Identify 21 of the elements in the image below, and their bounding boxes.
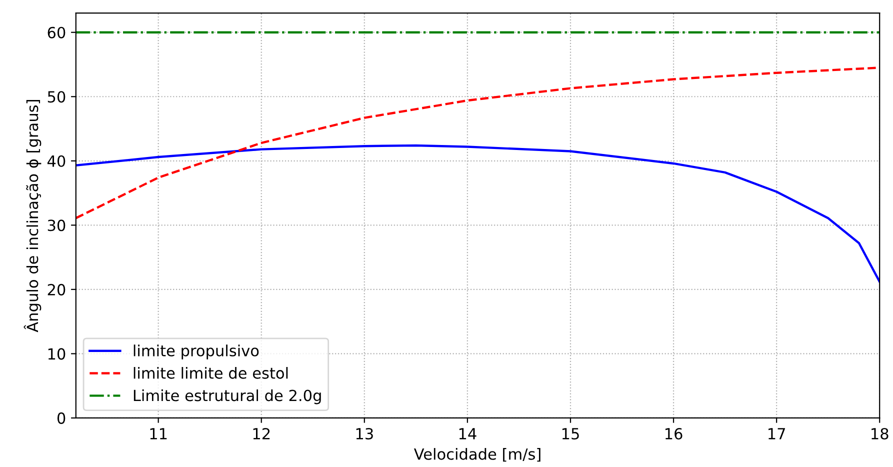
y-tick-label: 50 [48, 91, 66, 103]
x-tick-label: 11 [150, 428, 167, 440]
legend-label: Limite estrutural de 2.0g [134, 389, 321, 404]
x-axis-title: Velocidade [m/s] [414, 448, 540, 462]
y-tick-label: 10 [48, 348, 66, 360]
y-tick-label: 30 [48, 220, 66, 232]
x-tick-label: 14 [459, 428, 476, 440]
x-tick-label: 17 [768, 428, 785, 440]
line-series [76, 144, 880, 283]
legend-label: limite limite de estol [134, 367, 288, 379]
x-tick-label: 15 [562, 428, 579, 440]
x-tick-label: 13 [356, 428, 373, 440]
x-tick-label: 18 [872, 428, 888, 440]
x-tick-label: 16 [665, 428, 682, 440]
y-axis-title: Ângulo de inclinação ϕ [graus] [24, 100, 42, 332]
x-tick-label: 12 [253, 428, 270, 440]
y-tick-label: 20 [48, 284, 66, 296]
y-tick-label: 40 [47, 155, 66, 167]
y-tick-label: 60 [48, 26, 66, 38]
legend-label: limite propulsivo [134, 344, 259, 360]
y-tick-label: 0 [57, 412, 66, 424]
